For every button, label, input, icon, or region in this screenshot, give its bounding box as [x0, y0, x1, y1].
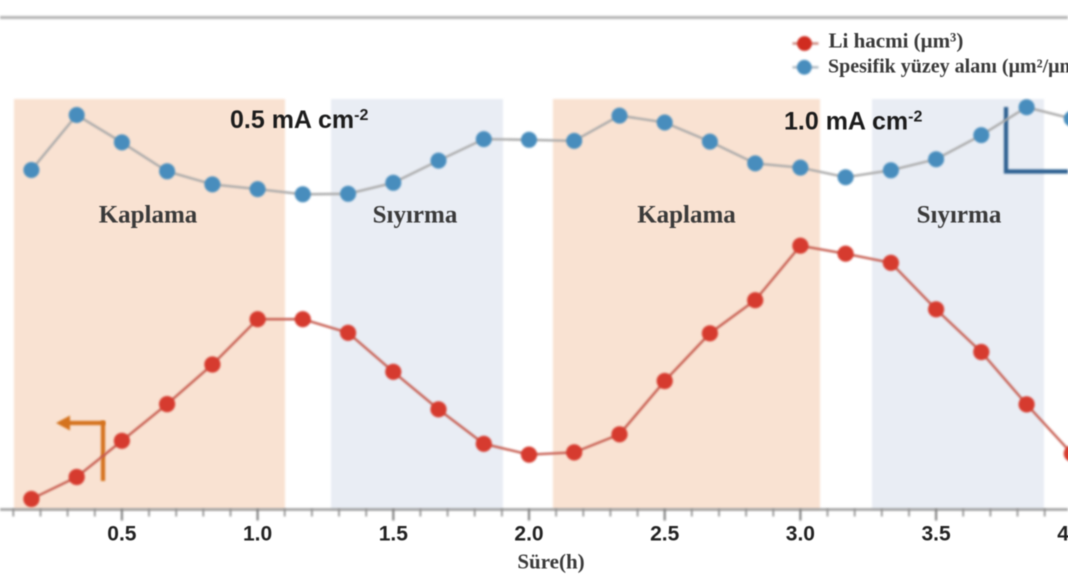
svg-text:2.5: 2.5	[650, 523, 680, 546]
svg-text:1.0: 1.0	[243, 523, 272, 546]
svg-text:Li hacmi (μm³): Li hacmi (μm³)	[829, 29, 964, 53]
svg-text:1.5: 1.5	[379, 523, 409, 546]
svg-text:4.0: 4.0	[1057, 523, 1068, 546]
svg-text:Sıyırma: Sıyırma	[917, 202, 1002, 229]
svg-text:2.0: 2.0	[514, 523, 543, 546]
svg-text:Kaplama: Kaplama	[99, 202, 198, 229]
svg-text:Kaplama: Kaplama	[637, 202, 736, 229]
svg-text:3.0: 3.0	[786, 523, 815, 546]
svg-text:3.5: 3.5	[921, 523, 951, 546]
svg-text:Sıyırma: Sıyırma	[373, 202, 458, 229]
svg-text:1.0 mA cm-2: 1.0 mA cm-2	[784, 108, 922, 136]
svg-text:0.5 mA cm-2: 0.5 mA cm-2	[230, 106, 368, 134]
svg-text:Süre(h): Süre(h)	[517, 550, 584, 574]
svg-text:0.5: 0.5	[107, 523, 137, 546]
svg-text:Spesifik yüzey alanı (μm²/μm³): Spesifik yüzey alanı (μm²/μm³)	[828, 56, 1068, 78]
